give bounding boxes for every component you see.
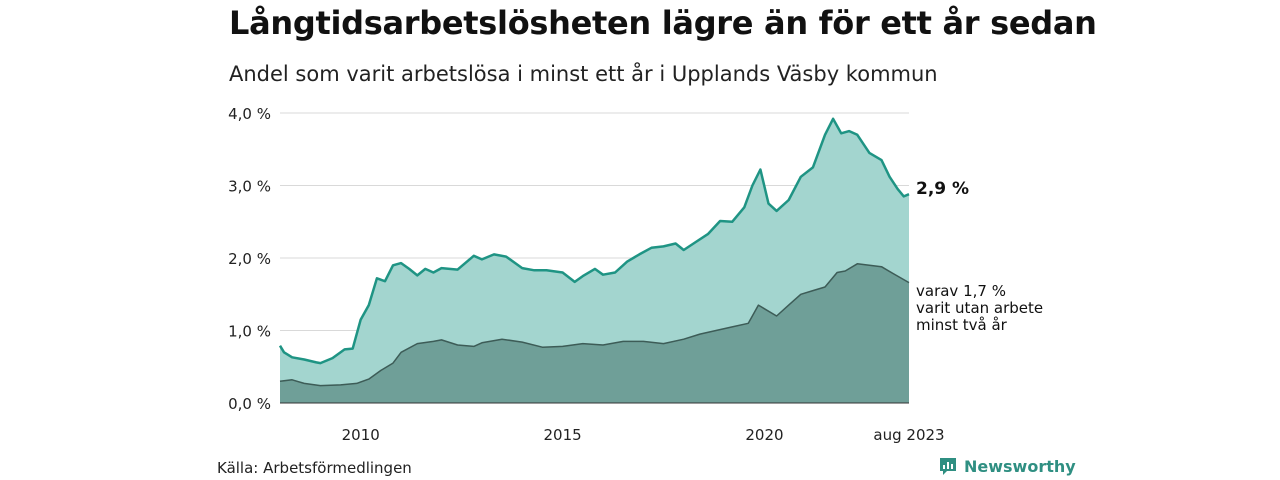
x-tick-label-3: aug 2023 xyxy=(873,426,944,444)
line-long xyxy=(279,263,910,387)
brand-name: Newsworthy xyxy=(964,456,1076,476)
source-note: Källa: Arbetsförmedlingen xyxy=(217,459,412,477)
x-tick-label-0: 2010 xyxy=(342,426,380,444)
y-tick-label-3: 3,0 % xyxy=(228,178,271,196)
sub-label-line-1: varit utan arbete xyxy=(916,299,1043,317)
x-tick-label-1: 2015 xyxy=(544,426,582,444)
area-long xyxy=(280,263,909,403)
x-tick-label-2: 2020 xyxy=(745,426,783,444)
y-tick-label-0: 0,0 % xyxy=(228,395,271,413)
brand-logo: Newsworthy xyxy=(938,456,1076,476)
line-total xyxy=(278,117,910,365)
chart-title: Långtidsarbetslösheten lägre än för ett … xyxy=(229,4,1097,42)
end-label-total: 2,9 % xyxy=(916,179,969,199)
y-tick-label-1: 1,0 % xyxy=(228,323,271,341)
chart-subtitle: Andel som varit arbetslösa i minst ett å… xyxy=(229,62,938,86)
newsworthy-icon xyxy=(940,458,956,475)
y-tick-label-2: 2,0 % xyxy=(228,250,271,268)
y-tick-label-4: 4,0 % xyxy=(228,105,271,123)
sub-label-line-2: minst två år xyxy=(916,316,1008,334)
sub-label-line-0: varav 1,7 % xyxy=(916,282,1006,300)
